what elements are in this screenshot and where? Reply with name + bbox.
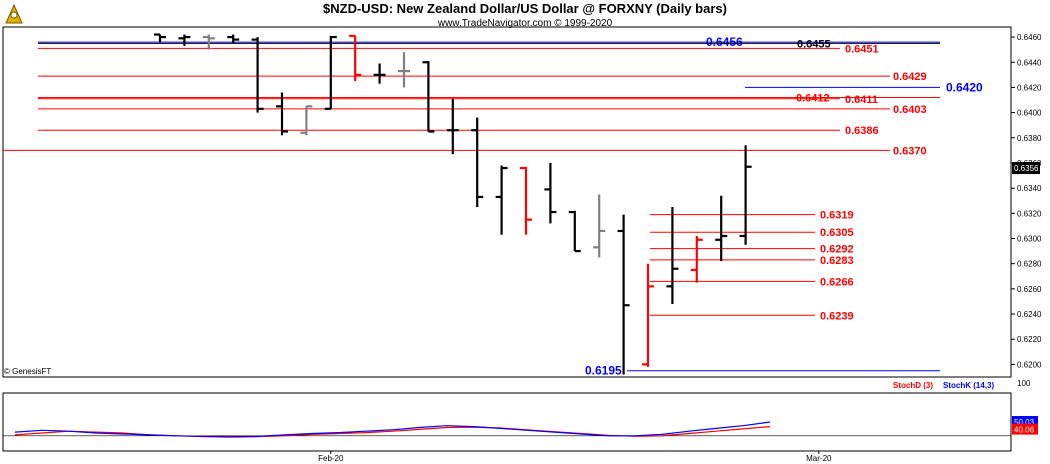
price-panel-frame	[2, 26, 1012, 378]
y-tick-label: 0.6200	[1017, 360, 1042, 369]
y-tick-label: 0.6420	[1017, 83, 1042, 92]
stoch-k-value: 50.03	[1014, 418, 1035, 427]
level-label: 0.6283	[820, 255, 854, 267]
last-price-label: 0.6356	[1014, 164, 1039, 173]
y-tick-label: 0.6340	[1017, 184, 1042, 193]
stoch-k-line	[14, 421, 771, 438]
stoch-k-title: StochK (14,3)	[943, 381, 994, 390]
stoch-top-label: 100	[1017, 379, 1031, 388]
y-tick-label: 0.6380	[1017, 134, 1042, 143]
level-label: 0.6195	[585, 364, 622, 378]
y-tick-label: 0.6260	[1017, 285, 1042, 294]
credit-label: © GenesisFT	[4, 367, 51, 376]
level-label: 0.6456	[706, 35, 743, 49]
last-price-tag	[1012, 162, 1040, 175]
x-tick-label: Mar-20	[806, 454, 832, 463]
trade-navigator-logo-icon	[5, 3, 23, 24]
level-label: 0.6305	[820, 227, 854, 239]
level-label: 0.6455	[797, 38, 831, 50]
level-label: 0.6319	[820, 210, 854, 222]
y-tick-label: 0.6400	[1017, 109, 1042, 118]
level-label: 0.6370	[893, 145, 927, 157]
y-tick-label: 0.6300	[1017, 235, 1042, 244]
level-label: 0.6239	[820, 310, 854, 322]
level-label: 0.6451	[845, 43, 879, 55]
stoch-panel-frame	[2, 392, 1012, 452]
y-tick-label: 0.6320	[1017, 209, 1042, 218]
stoch-d-title: StochD (3)	[893, 381, 933, 390]
y-tick-label: 0.6280	[1017, 260, 1042, 269]
y-tick-label: 0.6440	[1017, 58, 1042, 67]
level-label: 0.6411	[845, 94, 878, 106]
chart-subtitle: www.TradeNavigator.com © 1999-2020	[437, 18, 613, 29]
level-label: 0.6386	[845, 125, 879, 137]
stoch-d-tag	[1012, 423, 1038, 435]
stoch-k-tag	[1012, 416, 1038, 427]
level-label: 0.6292	[820, 244, 854, 256]
level-label: 0.6266	[820, 276, 854, 288]
level-label: 0.6403	[893, 104, 927, 116]
stoch-d-value: 40.06	[1014, 426, 1035, 435]
y-tick-label: 0.6240	[1017, 310, 1042, 319]
y-tick-label: 0.6220	[1017, 335, 1042, 344]
level-label: 0.6420	[946, 80, 983, 94]
y-tick-label: 0.6460	[1017, 33, 1042, 42]
level-label: 0.6429	[893, 71, 927, 83]
chart-title: $NZD-USD: New Zealand Dollar/US Dollar @…	[323, 1, 727, 16]
x-tick-label: Feb-20	[318, 454, 344, 463]
